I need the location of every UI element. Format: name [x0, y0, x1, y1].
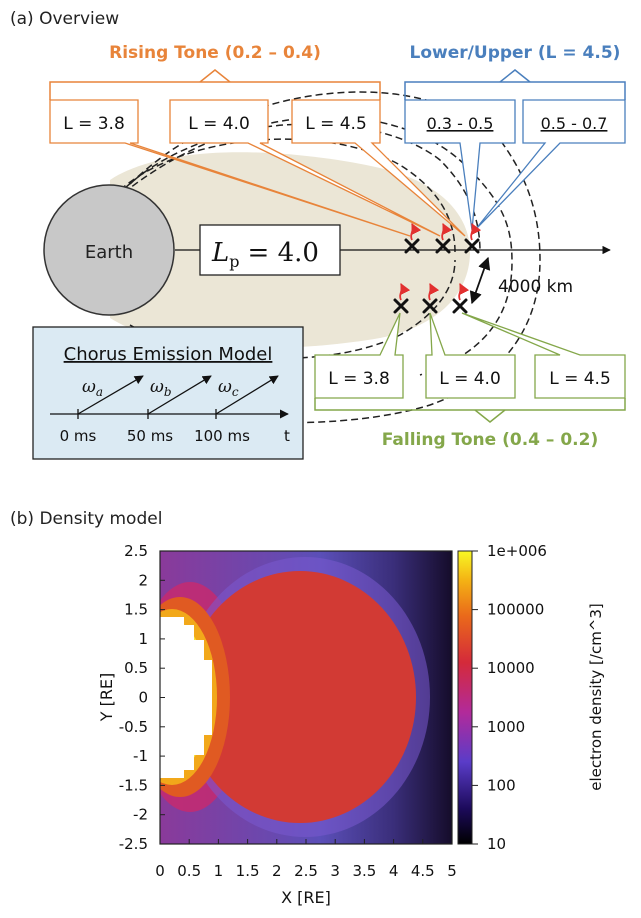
lower-upper-bracket	[404, 81, 626, 100]
y-tick-label: 0.5	[124, 659, 148, 677]
y-axis-label: Y [RE]	[97, 673, 116, 723]
colorbar-tick-label: 100	[487, 776, 516, 794]
rising-box-3: L = 4.5	[305, 114, 367, 134]
x-axis-label: X [RE]	[281, 888, 331, 907]
colorbar	[457, 550, 473, 845]
x-tick-label: 3.5	[352, 862, 376, 880]
x-axis-ticks: 0 0.5 1 1.5 2 2.5 3 3.5 4 4.5 5	[155, 839, 457, 880]
lp-box	[199, 224, 341, 276]
falling-boxes: L = 3.8 L = 4.0 L = 4.5	[314, 312, 626, 399]
distance-arrow	[469, 256, 491, 305]
rising-arrows	[410, 223, 482, 241]
chorus-axis-label: t	[284, 427, 290, 445]
density-heatmap	[160, 551, 452, 844]
panel-b-title: (b) Density model	[10, 509, 162, 529]
rising-box-1: L = 3.8	[63, 114, 125, 134]
chorus-tick-50: 50 ms	[127, 427, 173, 445]
falling-sources	[393, 298, 468, 314]
x-tick-label: 4	[389, 862, 399, 880]
lower-upper-title: Lower/Upper (L = 4.5)	[410, 43, 621, 63]
rising-boxes: L = 3.8 L = 4.0 L = 4.5	[49, 99, 466, 237]
y-tick-label: -1.5	[119, 776, 148, 794]
omega-a: ωa	[82, 377, 103, 399]
colorbar-tick-label: 10	[487, 835, 506, 853]
chorus-model-box	[32, 326, 304, 460]
colorbar-ticks: 1e+006 100000 10000 1000 100 10	[472, 542, 547, 853]
x-tick-label: 3	[330, 862, 340, 880]
y-tick-label: 2	[138, 571, 148, 589]
rising-bracket	[49, 81, 381, 100]
colorbar-label: electron density [/cm^3]	[587, 603, 605, 791]
y-tick-label: 1	[138, 630, 148, 648]
omega-b: ωb	[150, 377, 172, 399]
y-tick-label: 1.5	[124, 601, 148, 619]
y-axis-ticks: 2.5 2 1.5 1 0.5 0 -0.5 -1 -1.5 -2 -2.5	[119, 542, 165, 853]
rising-tone-title: Rising Tone (0.2 – 0.4)	[109, 43, 321, 63]
earth-circle	[43, 184, 175, 316]
falling-box-3: L = 4.5	[549, 369, 611, 389]
chorus-tick-100: 100 ms	[194, 427, 250, 445]
falling-bracket	[314, 398, 626, 411]
earth-label: Earth	[85, 242, 133, 263]
x-tick-label: 1	[214, 862, 224, 880]
colorbar-tick-label: 100000	[487, 601, 544, 619]
y-tick-label: -0.5	[119, 718, 148, 736]
falling-bracket-tip	[474, 409, 506, 423]
lower-upper-bracket-tip	[499, 69, 531, 83]
rising-box-2: L = 4.0	[188, 114, 250, 134]
y-tick-label: 0	[138, 689, 148, 707]
falling-box-2: L = 4.0	[439, 369, 501, 389]
x-tick-label: 2.5	[294, 862, 318, 880]
colorbar-tick-label: 1000	[487, 718, 525, 736]
lower-upper-boxes: 0.3 - 0.5 0.5 - 0.7	[404, 99, 626, 231]
rising-sources	[404, 238, 480, 254]
x-tick-label: 5	[447, 862, 457, 880]
upper-box: 0.5 - 0.7	[541, 114, 608, 133]
x-tick-label: 0.5	[177, 862, 201, 880]
y-tick-label: -1	[133, 747, 148, 765]
x-tick-label: 0	[155, 862, 165, 880]
x-tick-label: 2	[272, 862, 282, 880]
colorbar-tick-label: 1e+006	[487, 542, 547, 560]
rising-bracket-tip	[199, 69, 231, 83]
distance-label: 4000 km	[498, 277, 573, 297]
falling-box-1: L = 3.8	[328, 369, 390, 389]
y-tick-label: -2.5	[119, 835, 148, 853]
y-tick-label: -2	[133, 806, 148, 824]
chorus-tones	[77, 375, 279, 415]
falling-tone-title: Falling Tone (0.4 – 0.2)	[382, 430, 598, 450]
panel-a-title: (a) Overview	[10, 9, 119, 29]
chorus-model-title: Chorus Emission Model	[64, 344, 273, 365]
x-tick-label: 4.5	[411, 862, 435, 880]
lp-label: Lp = 4.0	[211, 238, 319, 271]
chorus-tick-0: 0 ms	[60, 427, 97, 445]
omega-c: ωc	[218, 377, 239, 399]
colorbar-tick-label: 10000	[487, 659, 535, 677]
x-tick-label: 1.5	[236, 862, 260, 880]
lower-box: 0.3 - 0.5	[427, 114, 494, 133]
falling-arrows	[399, 283, 470, 301]
y-tick-label: 2.5	[124, 542, 148, 560]
